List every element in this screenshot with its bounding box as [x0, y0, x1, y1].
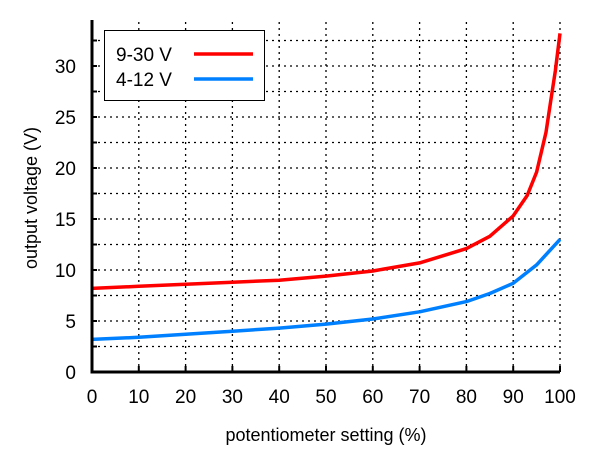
legend-box — [104, 30, 265, 101]
legend-label: 4-12 V — [116, 70, 172, 91]
series-line-0 — [91, 33, 562, 291]
y-axis-ticks: 0 5 10 15 20 25 30 — [55, 39, 97, 384]
x-tick-label: 10 — [128, 387, 149, 408]
legend: 9-30 V 4-12 V — [104, 30, 265, 101]
x-axis-ticks: 0 10 20 30 40 50 60 70 80 90 100 — [87, 366, 576, 408]
x-tick-label: 60 — [362, 387, 383, 408]
x-tick-label: 20 — [175, 387, 196, 408]
y-tick-label: 5 — [65, 312, 76, 333]
y-tick-label: 20 — [55, 159, 76, 180]
y-axis-label: output voltage (V) — [21, 127, 41, 269]
y-tick-label: 30 — [55, 57, 76, 78]
x-tick-label: 90 — [503, 387, 524, 408]
x-tick-label: 40 — [269, 387, 290, 408]
x-tick-label: 70 — [409, 387, 430, 408]
y-tick-label: 15 — [55, 210, 76, 231]
series-line-1 — [91, 238, 562, 342]
x-tick-label: 30 — [222, 387, 243, 408]
data-series — [91, 33, 562, 342]
x-axis-label: potentiometer setting (%) — [225, 425, 426, 445]
y-tick-label: 10 — [55, 261, 76, 282]
legend-label: 9-30 V — [116, 45, 172, 66]
y-tick-label: 0 — [65, 363, 76, 384]
x-tick-label: 80 — [456, 387, 477, 408]
x-tick-label: 100 — [544, 387, 576, 408]
y-tick-label: 25 — [55, 108, 76, 129]
x-tick-label: 0 — [87, 387, 98, 408]
x-tick-label: 50 — [315, 387, 336, 408]
